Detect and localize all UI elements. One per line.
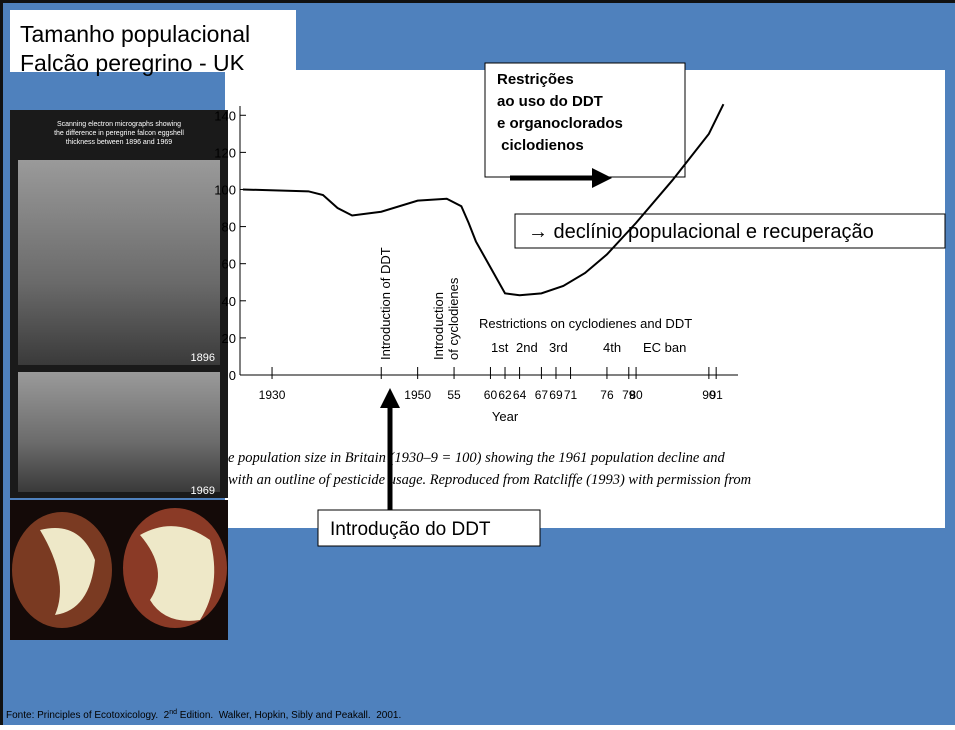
x-tick-label: 90 bbox=[702, 388, 716, 402]
x-tick-label: 79 bbox=[622, 388, 636, 402]
left-border bbox=[0, 0, 3, 725]
x-tick-label: 64 bbox=[513, 388, 527, 402]
x-tick-label: 62 bbox=[498, 388, 512, 402]
x-tick-label: 67 bbox=[535, 388, 549, 402]
arrowhead bbox=[592, 168, 612, 188]
y-tick-label: 100 bbox=[214, 182, 236, 197]
x-tick-label: 1930 bbox=[259, 388, 286, 402]
figure-caption: e population size in Britain (1930–9 = 1… bbox=[228, 450, 725, 466]
annotation: Restrictions on cyclodienes and DDT bbox=[479, 316, 692, 331]
restrictions-text: Restrições bbox=[497, 71, 574, 88]
restrictions-text: e organoclorados bbox=[497, 115, 623, 132]
annotation: 2nd bbox=[516, 340, 538, 355]
title-line: Tamanho populacional bbox=[20, 21, 250, 47]
ddt-box bbox=[317, 509, 541, 547]
micrograph-1896 bbox=[18, 160, 220, 365]
x-tick-label: 69 bbox=[549, 388, 563, 402]
egg-inner bbox=[140, 526, 215, 621]
annotation: 3rd bbox=[549, 340, 568, 355]
arrowhead bbox=[380, 388, 400, 408]
x-axis-label: Year bbox=[492, 409, 519, 424]
ddt-note: Introdução do DDT bbox=[330, 519, 491, 540]
footer: Fonte: Principles of Ecotoxicology. 2nd … bbox=[6, 709, 401, 721]
population-line bbox=[242, 103, 725, 297]
x-tick-label: 71 bbox=[564, 388, 578, 402]
y-tick-label: 120 bbox=[214, 145, 236, 160]
restrictions-text: ao uso do DDT bbox=[497, 93, 603, 110]
micrograph-caption: Scanning electron micrographs showing bbox=[57, 121, 181, 128]
y-tick-label: 20 bbox=[222, 331, 236, 346]
x-tick-label: 60 bbox=[484, 388, 498, 402]
top-border bbox=[0, 0, 955, 3]
y-tick-label: 0 bbox=[229, 368, 236, 383]
x-tick-label: 55 bbox=[447, 388, 461, 402]
annotation: EC ban bbox=[643, 340, 686, 355]
micrograph-1969 bbox=[18, 372, 220, 492]
footer-text: Fonte: Principles of Ecotoxicology. 2 bbox=[6, 710, 170, 721]
footer-text: Edition. Walker, Hopkin, Sibly and Peaka… bbox=[177, 710, 401, 721]
y-tick-label: 140 bbox=[214, 108, 236, 123]
annotation: Introduction bbox=[431, 292, 446, 360]
y-tick-label: 60 bbox=[222, 257, 236, 272]
restrictions-box bbox=[484, 62, 686, 178]
y-tick-label: 40 bbox=[222, 294, 236, 309]
annotation: of cyclodienes bbox=[446, 277, 461, 360]
trend-box bbox=[514, 213, 946, 249]
micrograph-label: 1969 bbox=[191, 485, 215, 497]
figure-caption: with an outline of pesticide usage. Repr… bbox=[228, 472, 751, 488]
title-box bbox=[10, 10, 296, 72]
micrograph-caption: thickness between 1896 and 1969 bbox=[66, 139, 172, 146]
footer-sup: nd bbox=[169, 709, 177, 716]
micrograph-caption: the difference in peregrine falcon eggsh… bbox=[54, 130, 184, 137]
egg-inner bbox=[40, 528, 95, 615]
x-tick-label: 76 bbox=[600, 388, 614, 402]
x-tick-label: 91 bbox=[709, 388, 723, 402]
trend-note: → declínio populacional e recuperação bbox=[528, 221, 874, 243]
annotation: Introduction of DDT bbox=[378, 247, 393, 360]
y-tick-label: 80 bbox=[222, 220, 236, 235]
x-tick-label: 80 bbox=[629, 388, 643, 402]
title-line: Falcão peregrino - UK bbox=[20, 50, 246, 76]
restrictions-text: ciclodienos bbox=[497, 137, 584, 154]
micrograph-label: 1896 bbox=[191, 352, 215, 364]
x-tick-label: 1950 bbox=[404, 388, 431, 402]
annotation: 4th bbox=[603, 340, 621, 355]
annotation: 1st bbox=[491, 340, 509, 355]
